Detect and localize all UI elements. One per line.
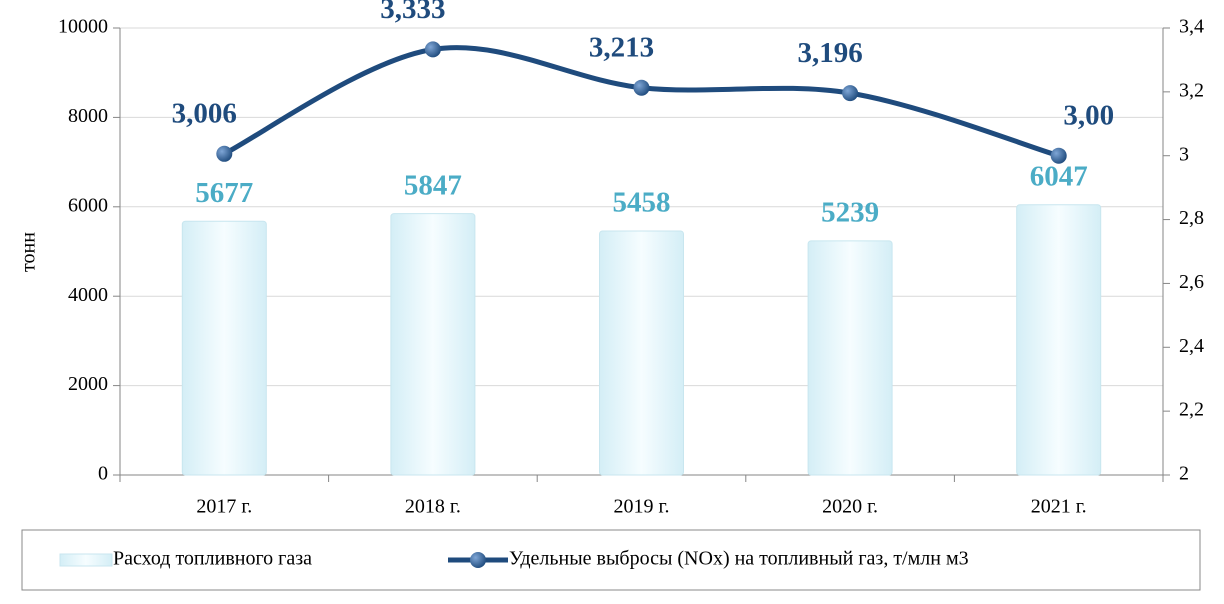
line-point xyxy=(842,85,859,102)
y-axis-label: тонн xyxy=(18,232,40,272)
x-tick-label: 2019 г. xyxy=(614,496,670,518)
y2-tick-label: 3,2 xyxy=(1179,79,1204,101)
bar xyxy=(390,213,476,476)
line-point xyxy=(633,79,650,96)
bar-value-label: 5458 xyxy=(613,187,671,219)
y2-tick-label: 2,4 xyxy=(1179,335,1204,357)
legend-swatch xyxy=(470,552,486,568)
y-tick-label: 8000 xyxy=(68,105,108,127)
y-tick-label: 4000 xyxy=(68,284,108,306)
x-tick-label: 2021 г. xyxy=(1031,496,1087,518)
bar-value-label: 5239 xyxy=(821,196,879,228)
line-point xyxy=(1050,147,1067,164)
y-tick-label: 10000 xyxy=(58,16,108,38)
bar xyxy=(1016,204,1102,476)
legend-box xyxy=(21,529,1201,591)
line-point xyxy=(424,41,441,58)
bar xyxy=(807,240,893,476)
line-value-label: 3,213 xyxy=(589,31,654,63)
y2-tick-label: 2,6 xyxy=(1179,271,1204,293)
legend-label: Удельные выбросы (NOx) на топливный газ,… xyxy=(509,548,969,570)
legend-label: Расход топливного газа xyxy=(113,548,312,570)
line-value-label: 3,00 xyxy=(1063,99,1114,131)
y-tick-label: 0 xyxy=(98,463,108,485)
y-tick-label: 6000 xyxy=(68,194,108,216)
bar-value-label: 5677 xyxy=(195,177,253,209)
line-value-label: 3,333 xyxy=(380,0,445,25)
y2-tick-label: 2,8 xyxy=(1179,207,1204,229)
line-value-label: 3,196 xyxy=(797,37,862,69)
x-tick-label: 2017 г. xyxy=(196,496,252,518)
y2-tick-label: 3,4 xyxy=(1179,16,1204,38)
bar-value-label: 6047 xyxy=(1030,160,1088,192)
y2-tick-label: 3 xyxy=(1179,143,1189,165)
bar xyxy=(181,220,267,476)
line-point xyxy=(216,145,233,162)
y2-tick-label: 2,2 xyxy=(1179,399,1204,421)
x-tick-label: 2020 г. xyxy=(822,496,878,518)
y2-tick-label: 2 xyxy=(1179,463,1189,485)
line xyxy=(223,45,1060,159)
line-value-label: 3,006 xyxy=(172,97,237,129)
x-tick-label: 2018 г. xyxy=(405,496,461,518)
legend-swatch xyxy=(59,553,113,567)
y-tick-label: 2000 xyxy=(68,373,108,395)
bar-value-label: 5847 xyxy=(404,169,462,201)
bar xyxy=(599,230,684,476)
